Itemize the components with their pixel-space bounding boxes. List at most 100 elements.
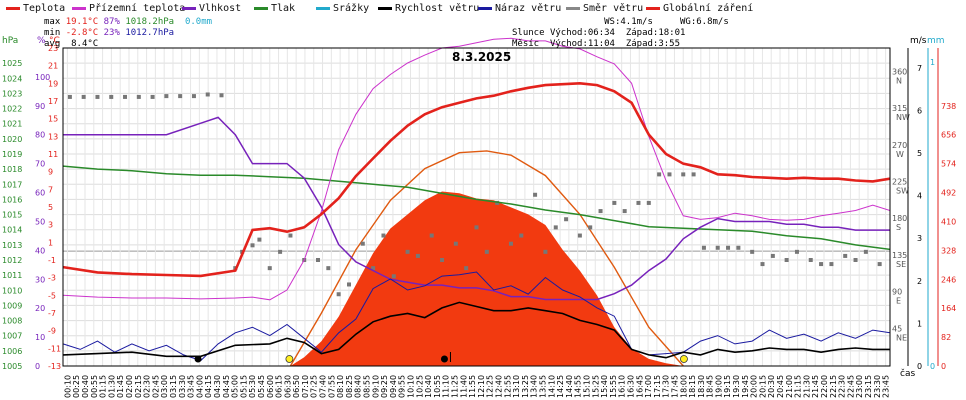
moonset-marker	[194, 355, 202, 363]
hpa-tick-label: 1022	[2, 105, 22, 114]
wind-direction-point	[474, 225, 479, 230]
theoretical-radiation-line	[289, 150, 684, 367]
wg-value: WG:6.8m/s	[680, 17, 729, 27]
wind-direction-point	[701, 245, 706, 250]
celsius-tick-label: -9	[48, 327, 56, 336]
wind-direction-point	[360, 241, 365, 246]
wind-direction-point	[315, 258, 320, 262]
time-tick-label: 07:40	[319, 375, 328, 398]
wind-direction-point	[178, 94, 183, 99]
slunce-zapad: Západ:18:01	[625, 28, 686, 38]
mm-axis-title: mm	[927, 36, 945, 46]
legend-swatch	[566, 6, 580, 10]
legend-swatch	[378, 6, 392, 10]
wind-direction-point	[863, 249, 868, 254]
celsius-tick-label: 21	[48, 62, 58, 71]
time-tick-label: 03:30	[178, 375, 187, 398]
max-rain: 0.0mm	[184, 17, 213, 27]
celsius-tick-label: 3	[48, 221, 53, 230]
ms-tick-label: 4	[917, 192, 922, 201]
hpa-tick-label: 1013	[2, 241, 22, 250]
hpa-tick-label: 1005	[2, 362, 22, 371]
wind-direction-point	[598, 209, 603, 214]
wind-direction-point	[533, 192, 538, 197]
wind-direction-point	[636, 200, 641, 205]
wind-direction-point	[715, 245, 720, 250]
wind-direction-point	[191, 94, 196, 99]
x-axis-label: čas	[900, 369, 916, 379]
wind-direction-point	[794, 249, 799, 254]
time-tick-label: 17:15	[653, 375, 662, 398]
time-tick-label: 13:10	[512, 375, 521, 398]
wind-speed-line	[62, 301, 890, 359]
wm2-tick-label: 492	[941, 189, 956, 198]
ms-tick-label: 3	[917, 234, 922, 243]
legend-label: Tlak	[271, 3, 296, 14]
wind-direction-point	[564, 217, 569, 222]
pressure-line	[62, 165, 891, 251]
humidity-line	[63, 116, 890, 301]
time-tick-label: 17:45	[670, 375, 679, 398]
legend-label: Přízemní teplota	[89, 3, 186, 14]
time-tick-label: 19:15	[723, 375, 732, 398]
plot-frame	[62, 47, 891, 367]
wind-direction-point	[784, 258, 789, 262]
legend-swatch	[478, 6, 492, 10]
legend-item: Srážky	[316, 3, 369, 14]
wind-direction-point	[612, 200, 617, 205]
time-tick-label: 22:00	[820, 375, 829, 398]
wind-direction-point	[440, 258, 445, 262]
hpa-tick-label: 1016	[2, 195, 22, 204]
time-tick-label: 04:30	[213, 375, 222, 398]
time-tick-label: 22:45	[846, 375, 855, 398]
time-tick-label: 09:40	[389, 375, 398, 398]
time-tick-label: 13:25	[521, 375, 530, 398]
wind-direction-point	[371, 266, 376, 271]
legend-label: Rychlost větru	[395, 3, 480, 14]
time-tick-label: 05:15	[239, 375, 248, 398]
time-tick-label: 03:00	[160, 375, 169, 398]
time-tick-label: 23:00	[855, 375, 864, 398]
legend-label: Směr větru	[583, 3, 644, 14]
legend-label: Teplota	[23, 3, 66, 14]
legend-swatch	[6, 6, 20, 10]
celsius-tick-label: -1	[48, 256, 56, 265]
legend-item: Rychlost větru	[378, 3, 479, 14]
time-tick-label: 14:40	[565, 375, 574, 398]
hpa-tick-label: 1006	[2, 347, 22, 356]
wind-direction-point	[219, 93, 224, 98]
wind-direction-point	[760, 262, 765, 267]
hpa-tick-label: 1015	[2, 211, 22, 220]
celsius-tick-label: 1	[48, 238, 53, 247]
wind-direction-point	[543, 249, 548, 254]
legend-item: Vlhkost	[182, 3, 241, 14]
time-tick-label: 10:40	[424, 375, 433, 398]
wm2-tick-label: 738	[941, 102, 956, 111]
wind-direction-point	[829, 262, 834, 267]
wm2-tick-label: 0	[941, 362, 946, 371]
time-tick-label: 05:45	[257, 375, 266, 398]
time-tick-label: 17:00	[644, 375, 653, 398]
time-tick-label: 15:10	[582, 375, 591, 398]
wind-dir-tick-label: 180	[892, 214, 907, 223]
wind-direction-point	[667, 172, 672, 177]
legend-swatch	[254, 6, 268, 10]
time-tick-label: 02:15	[134, 375, 143, 398]
wm2-tick-label: 574	[941, 160, 956, 169]
time-tick-label: 10:55	[433, 375, 442, 398]
time-tick-label: 09:25	[380, 375, 389, 398]
sunset-marker	[680, 355, 688, 363]
hpa-tick-label: 1018	[2, 165, 22, 174]
wind-direction-point	[95, 94, 100, 99]
avg-label: avg	[44, 39, 61, 49]
wind-direction-point	[453, 241, 458, 246]
time-tick-label: 06:00	[266, 375, 275, 398]
wind-dir-tick-label: NE	[896, 333, 907, 342]
celsius-tick-label: 19	[48, 79, 58, 88]
time-tick-label: 21:15	[794, 375, 803, 398]
wind-dir-tick-label: 90	[892, 288, 902, 297]
wind-direction-point	[136, 94, 141, 99]
time-tick-label: 01:15	[99, 375, 108, 398]
wm2-tick-label: 328	[941, 246, 956, 255]
slunce-label: Slunce	[512, 28, 545, 38]
